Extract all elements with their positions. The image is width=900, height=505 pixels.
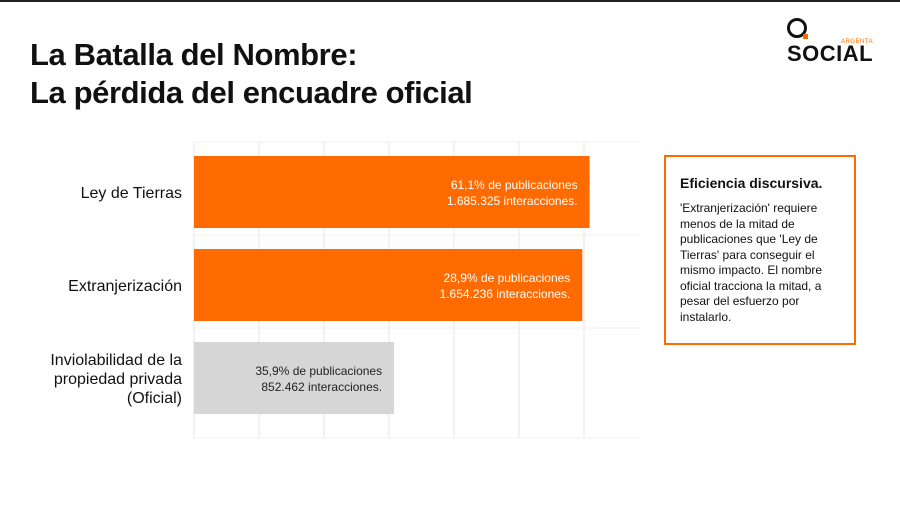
insight-box: Eficiencia discursiva. 'Extranjerización… (664, 155, 856, 345)
bar-label-pubs-2: 35,9% de publicaciones (255, 364, 382, 378)
logo-text: SOCIAL (787, 41, 874, 66)
page-title: La Batalla del Nombre: La pérdida del en… (30, 36, 473, 112)
bar-label-pubs-1: 28,9% de publicaciones (444, 271, 571, 285)
category-label-1-0: Extranjerización (68, 278, 182, 295)
bar-label-pubs-0: 61,1% de publicaciones (451, 178, 578, 192)
category-label-0-0: Ley de Tierras (81, 185, 182, 202)
bar-1 (194, 249, 583, 321)
insight-text: 'Extranjerización' requiere menos de la … (680, 201, 823, 324)
logo-subtext: ARGENTA (840, 39, 873, 45)
bar-label-interactions-1: 1.654.236 interacciones. (440, 287, 571, 301)
insight-title: Eficiencia discursiva. (680, 175, 823, 191)
bar-label-interactions-0: 1.685.325 interacciones. (447, 194, 578, 208)
title-line-1: La Batalla del Nombre: (30, 37, 358, 72)
category-label-2-0: Inviolabilidad de la (50, 352, 182, 369)
qsocial-logo: SOCIAL ARGENTA (787, 17, 887, 66)
logo-q-icon (787, 18, 808, 39)
title-line-2: La pérdida del encuadre oficial (30, 75, 473, 110)
bar-0 (194, 156, 590, 228)
bar-2 (194, 342, 395, 414)
logo-wordmark: SOCIAL (787, 17, 887, 66)
category-label-2-2: (Oficial) (127, 390, 182, 407)
top-border-line (0, 0, 900, 2)
bar-label-interactions-2: 852.462 interacciones. (261, 380, 382, 394)
category-label-2-1: propiedad privada (54, 371, 182, 388)
